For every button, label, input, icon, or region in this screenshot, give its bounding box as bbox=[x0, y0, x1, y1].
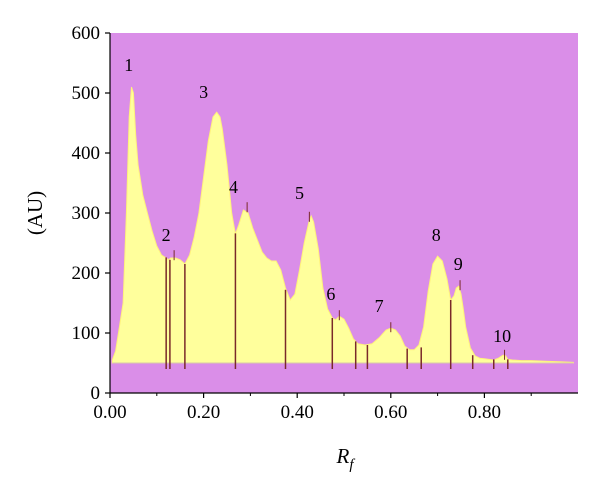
axes-layer bbox=[105, 32, 578, 398]
y-tick-label: 0 bbox=[91, 383, 101, 404]
drop-lines-layer bbox=[165, 233, 509, 369]
profile-layer bbox=[111, 86, 574, 364]
y-tick-label: 300 bbox=[72, 203, 101, 224]
y-tick-label: 500 bbox=[72, 83, 101, 104]
peak-label: 4 bbox=[229, 177, 238, 197]
peak-label: 1 bbox=[124, 55, 133, 75]
x-axis-title-main: R bbox=[336, 444, 350, 468]
y-tick-label: 400 bbox=[72, 143, 101, 164]
peak-label: 3 bbox=[199, 82, 208, 102]
x-tick-label: 0.20 bbox=[187, 402, 220, 423]
peak-label: 5 bbox=[295, 183, 304, 203]
x-axis-title: Rf bbox=[336, 444, 356, 473]
peak-labels-layer: 1 2 3 4 5 6 7 89 10 bbox=[124, 55, 511, 346]
peak-label: 10 bbox=[493, 326, 511, 346]
y-tick-label: 200 bbox=[72, 263, 101, 284]
y-tick-label: 100 bbox=[72, 323, 101, 344]
x-tick-label: 0.00 bbox=[93, 402, 126, 423]
peak-markers-layer bbox=[173, 202, 506, 360]
y-tick-label: 600 bbox=[72, 23, 101, 44]
peak-label: 2 bbox=[162, 225, 171, 245]
y-axis-title: (AU) bbox=[23, 191, 47, 235]
peak-label: 7 bbox=[375, 296, 384, 316]
peak-label: 9 bbox=[454, 254, 463, 274]
x-axis-title-subscript: f bbox=[349, 457, 355, 473]
tick-labels-layer: 0 100 200 300 400 500 600 0.00 0.20 0.40 0.60 0.80 bbox=[72, 23, 502, 423]
x-tick-label: 0.40 bbox=[281, 402, 314, 423]
peak-label: 6 bbox=[326, 284, 335, 304]
x-tick-label: 0.80 bbox=[468, 402, 501, 423]
x-tick-label: 0.60 bbox=[374, 402, 407, 423]
peak-label: 8 bbox=[432, 225, 441, 245]
profile-area bbox=[111, 86, 574, 364]
